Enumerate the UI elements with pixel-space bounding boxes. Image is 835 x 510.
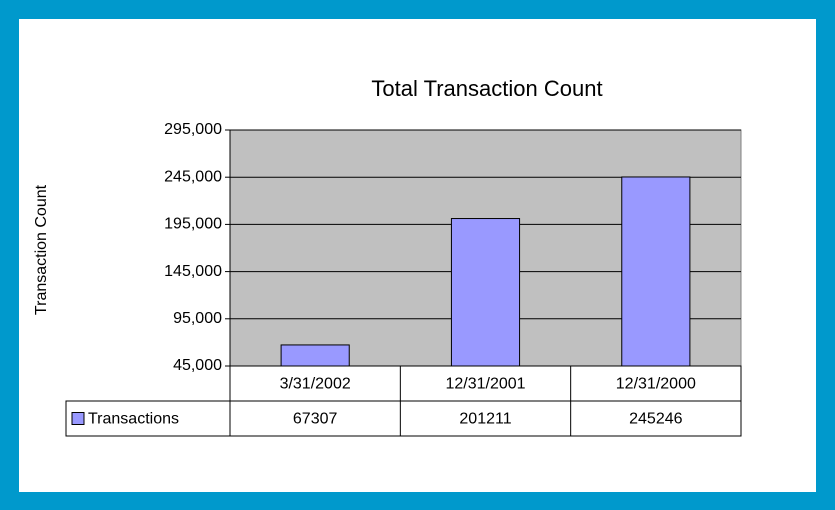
y-tick-label: 145,000 bbox=[164, 263, 222, 280]
y-tick-label: 45,000 bbox=[173, 357, 222, 374]
x-tick-label: 3/31/2002 bbox=[280, 376, 351, 393]
y-axis-title: Transaction Count bbox=[33, 184, 50, 315]
x-tick-label: 12/31/2000 bbox=[616, 376, 696, 393]
bar bbox=[280, 344, 350, 367]
table-value: 201211 bbox=[459, 411, 511, 428]
y-tick-label: 245,000 bbox=[164, 168, 222, 185]
legend-label: Transactions bbox=[88, 411, 179, 428]
bar bbox=[450, 218, 521, 367]
y-tick-label: 295,000 bbox=[164, 121, 222, 138]
x-tick-label: 12/31/2001 bbox=[445, 376, 525, 393]
y-tick-label: 95,000 bbox=[173, 310, 222, 327]
bar bbox=[621, 176, 691, 367]
y-tick-label: 195,000 bbox=[164, 216, 222, 233]
table-value: 245246 bbox=[629, 411, 682, 428]
legend-key bbox=[71, 412, 85, 425]
table-value: 67307 bbox=[293, 411, 338, 428]
chart-title: Total Transaction Count bbox=[371, 76, 602, 101]
table-row bbox=[65, 400, 742, 437]
